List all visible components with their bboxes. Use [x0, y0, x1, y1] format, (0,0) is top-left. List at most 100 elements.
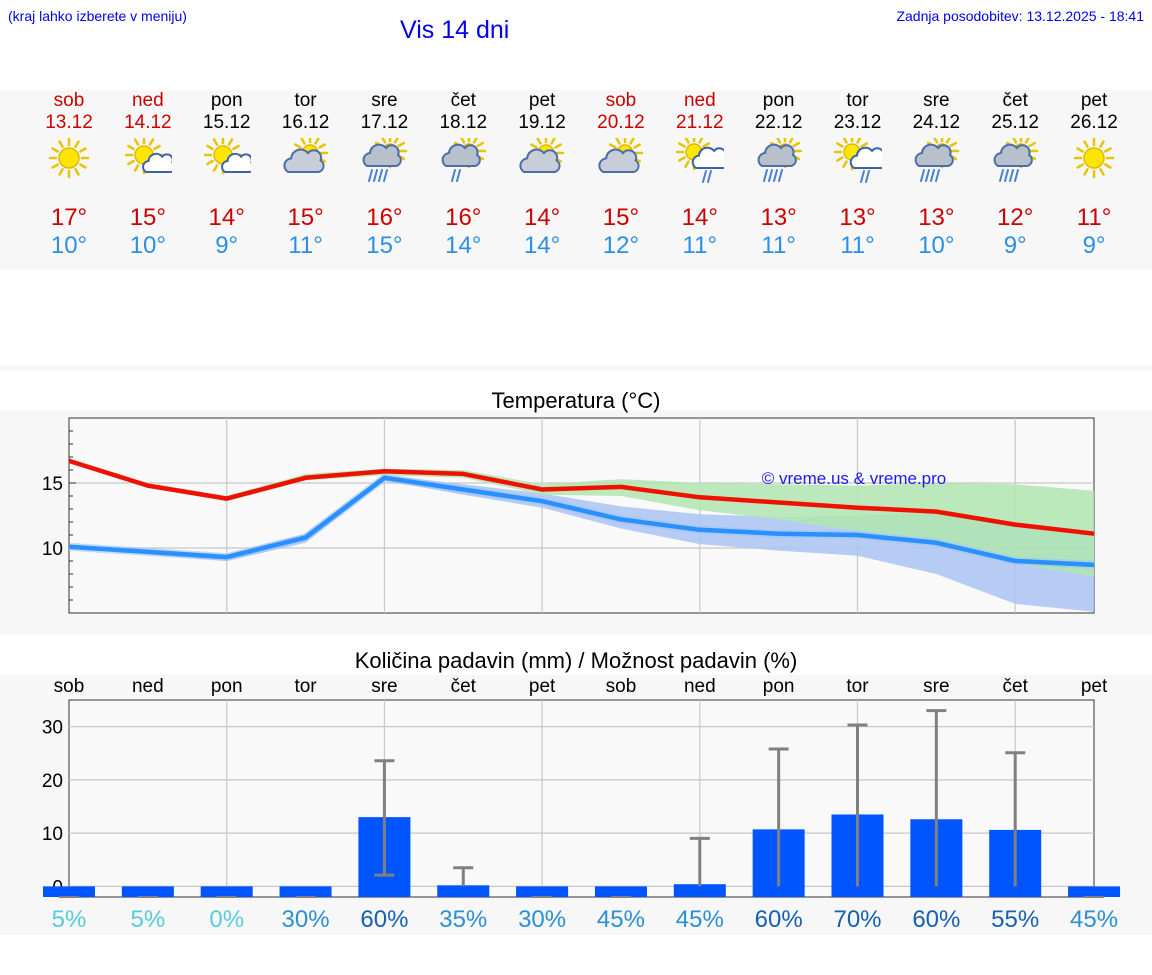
day-column: pet 26.12 11° 9°: [1054, 90, 1134, 260]
precip-bar: [516, 886, 569, 897]
day-label: sob: [54, 676, 85, 697]
day-label: tor: [294, 676, 317, 697]
max-temperature-line: [68, 458, 1095, 536]
day-column: sob 13.12 17° 10°: [29, 90, 109, 260]
precip-chance: 30%: [518, 906, 566, 933]
separator: [0, 365, 1152, 370]
weather-icon-slot: [739, 134, 819, 204]
min-temperature: 11°: [682, 232, 718, 259]
day-label: pon: [763, 676, 795, 697]
forecast-strip: [0, 90, 1152, 270]
cloud-light-rain-icon: [441, 138, 487, 182]
precip-chance: 5%: [131, 906, 166, 933]
day-column: tor 23.12 13° 11°: [818, 90, 898, 260]
precipitation-chart: sob ned pon tor sre čet pet sob ned pon tor sre čet p…: [42, 676, 1121, 933]
cloud-rain-icon: [362, 138, 408, 182]
watermark: © vreme.us & vreme.pro: [762, 469, 946, 488]
weather-icon-slot: [975, 134, 1055, 204]
max-temperature: 16°: [366, 204, 403, 231]
precip-chance: 45%: [597, 906, 645, 933]
location-hint: (kraj lahko izberete v meniju): [8, 8, 187, 24]
precip-chance: 45%: [676, 906, 724, 933]
sun-cloud-icon: [203, 138, 251, 175]
day-name: sob: [605, 90, 637, 111]
day-date: 19.12: [518, 112, 566, 133]
precipitation-chart-title: Količina padavin (mm) / Možnost padavin …: [354, 648, 798, 673]
day-name: sre: [923, 90, 950, 111]
min-temperature: 9°: [1003, 232, 1027, 259]
precip-bar: [121, 886, 174, 897]
day-date: 14.12: [124, 112, 172, 133]
weather-icon-slot: [502, 134, 582, 204]
day-name: ned: [131, 90, 164, 111]
day-name: pon: [762, 90, 795, 111]
max-temperature: 15°: [287, 204, 324, 231]
day-label: sre: [923, 676, 949, 697]
precip-bar: [200, 886, 253, 897]
day-name: čet: [1002, 90, 1028, 111]
day-column: čet 18.12 16° 14°: [423, 90, 503, 260]
precip-chance: 60%: [755, 906, 803, 933]
precip-bar: [1068, 886, 1121, 897]
day-label: čet: [1003, 676, 1029, 697]
temperature-chart-title: Temperatura (°C): [491, 388, 661, 413]
max-temperature: 14°: [208, 204, 245, 231]
min-temperature: 10°: [918, 232, 955, 259]
weather-icon-slot: [266, 134, 346, 204]
precip-chance: 5%: [52, 906, 87, 933]
cloud-sun-icon: [598, 138, 644, 173]
weather-icon-slot: [187, 134, 267, 204]
max-temperature: 13°: [760, 204, 797, 231]
day-date: 16.12: [281, 112, 330, 133]
temperature-chart: 10 15 © vreme.us & vreme.pro: [42, 417, 1095, 614]
cloud-sun-icon: [519, 138, 565, 173]
day-date: 24.12: [912, 112, 961, 133]
precip-chance: 35%: [439, 906, 487, 933]
min-temperature: 12°: [602, 232, 640, 259]
day-date: 22.12: [754, 112, 803, 133]
cloud-sun-icon: [282, 138, 328, 173]
cloud-rain-icon: [914, 138, 960, 182]
weather-icon-slot: [344, 134, 424, 204]
day-name: sre: [371, 90, 398, 111]
day-column: tor 16.12 15° 11°: [266, 90, 346, 260]
day-date: 21.12: [676, 112, 724, 133]
sun-icon: [1073, 138, 1115, 179]
max-temperature: 16°: [445, 204, 482, 231]
day-name: pet: [528, 90, 556, 111]
day-name: pon: [210, 90, 243, 111]
precip-bar: [594, 886, 647, 897]
precip-bar: [437, 885, 490, 897]
day-name: tor: [846, 90, 869, 111]
weather-icon-slot: [818, 134, 898, 204]
cloud-rain-icon: [993, 138, 1039, 182]
precip-bar: [279, 886, 332, 897]
min-temperature: 11°: [761, 232, 796, 259]
sun-cloud-rain-icon: [833, 138, 882, 183]
precip-chance: 0%: [209, 906, 244, 933]
precip-chance: 45%: [1070, 906, 1118, 933]
day-date: 26.12: [1070, 112, 1118, 133]
day-label: pon: [211, 676, 243, 697]
precip-chance: 55%: [991, 906, 1039, 933]
day-date: 15.12: [202, 112, 251, 133]
day-name: čet: [450, 90, 476, 111]
day-label: tor: [846, 676, 869, 697]
day-date: 17.12: [360, 112, 409, 133]
day-date: 25.12: [991, 112, 1039, 133]
max-temperature: 13°: [839, 204, 876, 231]
min-temperature: 9°: [1082, 232, 1106, 259]
weather-icon-slot: [1054, 134, 1134, 204]
precip-bar: [673, 884, 726, 897]
max-temperature: 17°: [50, 204, 88, 231]
page-title: Vis 14 dni: [400, 16, 510, 44]
precip-bar: [43, 886, 95, 897]
precip-chance: 60%: [912, 906, 960, 933]
y-tick-label: 20: [42, 771, 63, 792]
weather-icon-slot: [581, 134, 661, 204]
max-temperature: 14°: [523, 204, 561, 231]
sun-icon: [48, 138, 90, 179]
day-label: čet: [451, 676, 477, 697]
y-tick-label: 10: [42, 824, 63, 845]
min-temperature: 9°: [215, 232, 239, 259]
